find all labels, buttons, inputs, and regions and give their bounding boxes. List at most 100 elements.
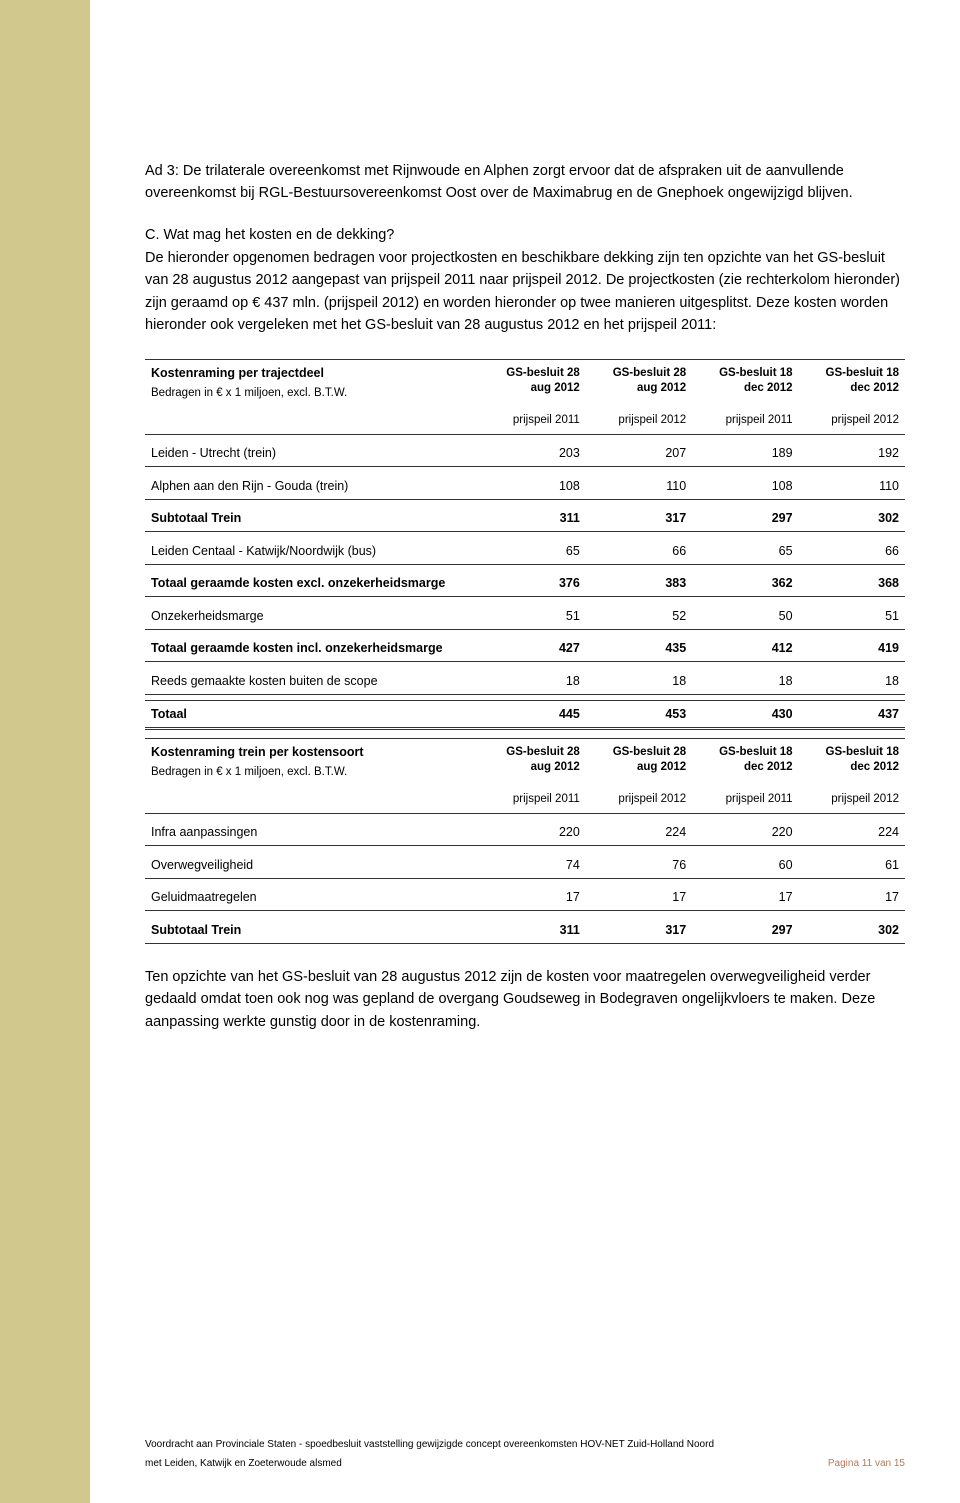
table-kostensoort: Kostenraming trein per kostensoort Bedra… (145, 738, 905, 944)
t2-h4: GS-besluit 18 dec 2012 (799, 738, 905, 785)
page-content: Ad 3: De trilaterale overeenkomst met Ri… (90, 0, 960, 1503)
row-label: Totaal geraamde kosten excl. onzekerheid… (145, 570, 479, 597)
table-row: Onzekerheidsmarge51525051 (145, 603, 905, 630)
row-value: 297 (692, 505, 798, 532)
row-value: 66 (799, 538, 905, 565)
section-body: De hieronder opgenomen bedragen voor pro… (145, 247, 905, 337)
row-value: 17 (799, 884, 905, 911)
row-value: 17 (586, 884, 692, 911)
row-label: Subtotaal Trein (145, 505, 479, 532)
row-value: 453 (586, 700, 692, 728)
table-row: Subtotaal Trein311317297302 (145, 917, 905, 944)
table-row: Alphen aan den Rijn - Gouda (trein)10811… (145, 473, 905, 500)
row-label: Subtotaal Trein (145, 917, 479, 944)
t2-title-cell: Kostenraming trein per kostensoort Bedra… (145, 738, 479, 785)
row-value: 65 (692, 538, 798, 565)
t2-amounts-line: Bedragen in € x 1 miljoen, excl. B.T.W. (151, 759, 473, 780)
t2-sh2: prijspeil 2012 (586, 786, 692, 813)
row-value: 50 (692, 603, 798, 630)
row-value: 74 (479, 852, 585, 879)
row-value: 362 (692, 570, 798, 597)
t1-h1: GS-besluit 28 aug 2012 (479, 359, 585, 406)
row-value: 383 (586, 570, 692, 597)
row-value: 311 (479, 917, 585, 944)
row-value: 445 (479, 700, 585, 728)
t1-sh3: prijspeil 2011 (692, 407, 798, 434)
row-label: Reeds gemaakte kosten buiten de scope (145, 668, 479, 695)
t1-h4: GS-besluit 18 dec 2012 (799, 359, 905, 406)
left-margin-stripe (0, 0, 90, 1503)
row-label: Leiden - Utrecht (trein) (145, 440, 479, 467)
row-value: 412 (692, 635, 798, 662)
row-value: 189 (692, 440, 798, 467)
table-row: Leiden Centaal - Katwijk/Noordwijk (bus)… (145, 538, 905, 565)
t2-h2: GS-besluit 28 aug 2012 (586, 738, 692, 785)
t2-sh3: prijspeil 2011 (692, 786, 798, 813)
t2-sh1: prijspeil 2011 (479, 786, 585, 813)
row-label: Overwegveiligheid (145, 852, 479, 879)
row-value: 311 (479, 505, 585, 532)
row-value: 18 (479, 668, 585, 695)
row-value: 51 (799, 603, 905, 630)
table-row: Geluidmaatregelen17171717 (145, 884, 905, 911)
row-value: 302 (799, 505, 905, 532)
row-value: 317 (586, 917, 692, 944)
t1-sh2: prijspeil 2012 (586, 407, 692, 434)
row-label: Leiden Centaal - Katwijk/Noordwijk (bus) (145, 538, 479, 565)
row-value: 317 (586, 505, 692, 532)
row-value: 220 (692, 819, 798, 846)
t1-sh4: prijspeil 2012 (799, 407, 905, 434)
row-value: 224 (586, 819, 692, 846)
row-value: 52 (586, 603, 692, 630)
table-row: Totaal geraamde kosten excl. onzekerheid… (145, 570, 905, 597)
footer-line1: Voordracht aan Provinciale Staten - spoe… (145, 1435, 714, 1454)
t1-h3: GS-besluit 18 dec 2012 (692, 359, 798, 406)
row-value: 220 (479, 819, 585, 846)
t1-amounts-line: Bedragen in € x 1 miljoen, excl. B.T.W. (151, 380, 473, 401)
row-value: 419 (799, 635, 905, 662)
row-value: 61 (799, 852, 905, 879)
row-value: 376 (479, 570, 585, 597)
row-value: 110 (586, 473, 692, 500)
row-value: 51 (479, 603, 585, 630)
row-value: 76 (586, 852, 692, 879)
row-label: Totaal (145, 700, 479, 728)
t1-h2: GS-besluit 28 aug 2012 (586, 359, 692, 406)
row-value: 18 (692, 668, 798, 695)
row-label: Geluidmaatregelen (145, 884, 479, 911)
closing-paragraph: Ten opzichte van het GS-besluit van 28 a… (145, 966, 905, 1033)
row-value: 60 (692, 852, 798, 879)
table-row: Totaal geraamde kosten incl. onzekerheid… (145, 635, 905, 662)
row-value: 108 (479, 473, 585, 500)
t2-sh4: prijspeil 2012 (799, 786, 905, 813)
row-label: Onzekerheidsmarge (145, 603, 479, 630)
t1-title-cell: Kostenraming per trajectdeel Bedragen in… (145, 359, 479, 406)
row-value: 18 (586, 668, 692, 695)
row-value: 297 (692, 917, 798, 944)
row-value: 430 (692, 700, 798, 728)
row-label: Totaal geraamde kosten incl. onzekerheid… (145, 635, 479, 662)
row-value: 17 (479, 884, 585, 911)
row-label: Alphen aan den Rijn - Gouda (trein) (145, 473, 479, 500)
row-value: 207 (586, 440, 692, 467)
t2-h3: GS-besluit 18 dec 2012 (692, 738, 798, 785)
row-value: 18 (799, 668, 905, 695)
row-value: 437 (799, 700, 905, 728)
row-value: 368 (799, 570, 905, 597)
row-value: 224 (799, 819, 905, 846)
intro-paragraph: Ad 3: De trilaterale overeenkomst met Ri… (145, 160, 905, 205)
table-row: Infra aanpassingen220224220224 (145, 819, 905, 846)
t2-h1: GS-besluit 28 aug 2012 (479, 738, 585, 785)
row-label: Infra aanpassingen (145, 819, 479, 846)
row-value: 108 (692, 473, 798, 500)
row-value: 66 (586, 538, 692, 565)
footer-line2-right: Pagina 11 van 15 (828, 1454, 905, 1473)
t2-title: Kostenraming trein per kostensoort (151, 745, 473, 759)
row-value: 17 (692, 884, 798, 911)
table-row: Overwegveiligheid74766061 (145, 852, 905, 879)
table-row: Leiden - Utrecht (trein)203207189192 (145, 440, 905, 467)
row-value: 192 (799, 440, 905, 467)
row-value: 110 (799, 473, 905, 500)
table-row: Totaal445453430437 (145, 700, 905, 728)
table-trajectdeel: Kostenraming per trajectdeel Bedragen in… (145, 359, 905, 730)
